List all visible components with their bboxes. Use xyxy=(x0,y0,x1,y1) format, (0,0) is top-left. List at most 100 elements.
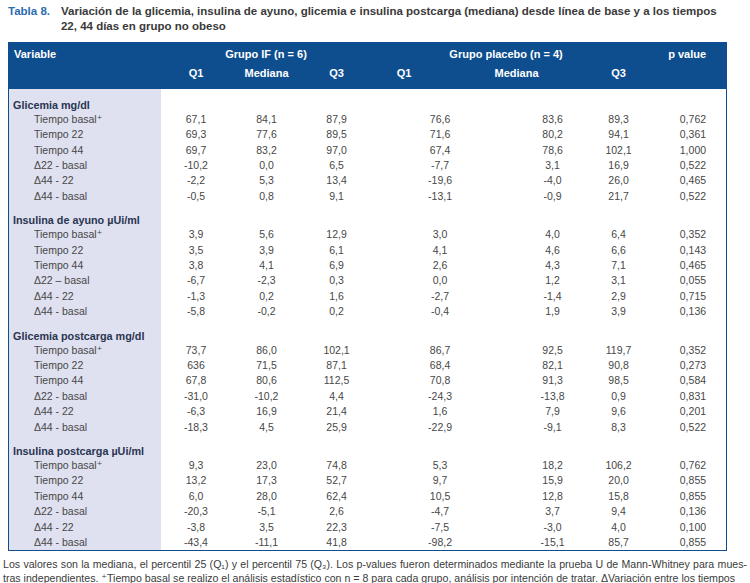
table-row: Tiempo basal⁺73,786,0102,186,792,5119,70… xyxy=(9,343,727,358)
value-cell: 0,2 xyxy=(302,304,372,319)
row-label: Tiempo 22 xyxy=(9,127,161,142)
row-label: Δ22 - basal xyxy=(9,504,161,519)
value-cell: 106,2 xyxy=(597,458,641,473)
value-cell: -6,7 xyxy=(161,274,232,289)
value-cell: -4,7 xyxy=(372,504,509,519)
value-cell: 80,2 xyxy=(509,127,597,142)
value-cell: 28,0 xyxy=(232,489,302,504)
value-cell: -0,2 xyxy=(232,304,302,319)
table-number-label: Tabla 8. xyxy=(8,4,50,33)
footnote-line-1: Los valores son la mediana, el percentil… xyxy=(3,558,747,572)
value-cell: -2,2 xyxy=(161,174,232,189)
value-cell: 112,5 xyxy=(302,373,372,388)
value-cell: 5,3 xyxy=(372,458,509,473)
value-cell: 23,0 xyxy=(232,458,302,473)
value-cell: 0,465 xyxy=(641,258,727,273)
empty-cell xyxy=(302,204,372,227)
value-cell: 78,6 xyxy=(509,143,597,158)
value-cell: -7,5 xyxy=(372,520,509,535)
table-title-text: Variación de la glicemia, insulina de ay… xyxy=(61,4,729,33)
value-cell: 17,3 xyxy=(232,473,302,488)
value-cell: 26,0 xyxy=(597,174,641,189)
value-cell: 83,6 xyxy=(509,112,597,127)
value-cell: 69,7 xyxy=(161,143,232,158)
value-cell: 0,0 xyxy=(372,274,509,289)
empty-cell xyxy=(597,320,641,343)
value-cell: 3,5 xyxy=(232,520,302,535)
table-row: Tiempo 446,028,062,410,512,815,80,855 xyxy=(9,489,727,504)
value-cell: 10,5 xyxy=(372,489,509,504)
value-cell: 18,2 xyxy=(509,458,597,473)
table-row: Tiempo basal⁺9,323,074,85,318,2106,20,76… xyxy=(9,458,727,473)
value-cell: -0,9 xyxy=(509,189,597,204)
value-cell: -19,6 xyxy=(372,174,509,189)
value-cell: 67,8 xyxy=(161,373,232,388)
value-cell: 0,273 xyxy=(641,358,727,373)
value-cell: 0,3 xyxy=(302,274,372,289)
value-cell: -43,4 xyxy=(161,535,232,551)
value-cell: 6,0 xyxy=(161,489,232,504)
value-cell: 0,2 xyxy=(232,289,302,304)
table-row: Tiempo 443,84,16,92,64,37,10,465 xyxy=(9,258,727,273)
value-cell: -2,3 xyxy=(232,274,302,289)
value-cell: 69,3 xyxy=(161,127,232,142)
header-group-row: Variable Grupo IF (n = 6) Grupo placebo … xyxy=(9,43,727,66)
value-cell: 3,0 xyxy=(372,227,509,242)
empty-cell xyxy=(641,320,727,343)
value-cell: 89,5 xyxy=(302,127,372,142)
value-cell: 0,762 xyxy=(641,458,727,473)
empty-cell xyxy=(597,204,641,227)
value-cell: 80,6 xyxy=(232,373,302,388)
row-label: Δ44 - 22 xyxy=(9,520,161,535)
value-cell: -11,1 xyxy=(232,535,302,551)
row-label: Tiempo 44 xyxy=(9,258,161,273)
value-cell: 0,831 xyxy=(641,389,727,404)
section-title: Insulina postcarga µUi/ml xyxy=(9,435,161,458)
value-cell: -15,1 xyxy=(509,535,597,551)
value-cell: 0,8 xyxy=(232,189,302,204)
value-cell: 5,3 xyxy=(232,174,302,189)
value-cell: 1,6 xyxy=(302,289,372,304)
value-cell: 3,9 xyxy=(597,304,641,319)
value-cell: 85,7 xyxy=(597,535,641,551)
value-cell: -20,3 xyxy=(161,504,232,519)
table-row: Δ22 - basal-10,20,06,5-7,73,116,90,522 xyxy=(9,158,727,173)
value-cell: 3,1 xyxy=(597,274,641,289)
row-label: Δ22 - basal xyxy=(9,389,161,404)
empty-cell xyxy=(232,320,302,343)
table-row: Tiempo 223,53,96,14,14,66,60,143 xyxy=(9,243,727,258)
row-label: Tiempo 44 xyxy=(9,489,161,504)
value-cell: 0,855 xyxy=(641,489,727,504)
column-header-q1-if: Q1 xyxy=(161,65,232,89)
value-cell: -13,8 xyxy=(509,389,597,404)
value-cell: -7,7 xyxy=(372,158,509,173)
row-label: Δ44 - basal xyxy=(9,189,161,204)
value-cell: 4,0 xyxy=(509,227,597,242)
value-cell: -1,4 xyxy=(509,289,597,304)
table-header: Variable Grupo IF (n = 6) Grupo placebo … xyxy=(9,43,727,90)
value-cell: 70,8 xyxy=(372,373,509,388)
value-cell: 41,8 xyxy=(302,535,372,551)
table-body: Glicemia mg/dlTiempo basal⁺67,184,187,97… xyxy=(9,89,727,551)
empty-cell xyxy=(372,320,509,343)
table-row: Δ22 – basal-6,7-2,30,30,01,23,10,055 xyxy=(9,274,727,289)
value-cell: 62,4 xyxy=(302,489,372,504)
value-cell: 16,9 xyxy=(232,404,302,419)
column-header-q3-if: Q3 xyxy=(302,65,372,89)
value-cell: 71,6 xyxy=(372,127,509,142)
value-cell: 4,0 xyxy=(597,520,641,535)
value-cell: 6,5 xyxy=(302,158,372,173)
value-cell: 71,5 xyxy=(232,358,302,373)
value-cell: 92,5 xyxy=(509,343,597,358)
section-row: Insulina de ayuno µUi/ml xyxy=(9,204,727,227)
value-cell: -3,8 xyxy=(161,520,232,535)
value-cell: 6,1 xyxy=(302,243,372,258)
section-row: Glicemia postcarga mg/dl xyxy=(9,320,727,343)
column-header-mediana-if: Mediana xyxy=(232,65,302,89)
value-cell: 0,522 xyxy=(641,420,727,435)
value-cell: 82,1 xyxy=(509,358,597,373)
value-cell: 77,6 xyxy=(232,127,302,142)
table-row: Tiempo 2269,377,689,571,680,294,10,361 xyxy=(9,127,727,142)
table-row: Δ44 - 22-3,83,522,3-7,5-3,04,00,100 xyxy=(9,520,727,535)
row-label: Tiempo 44 xyxy=(9,373,161,388)
